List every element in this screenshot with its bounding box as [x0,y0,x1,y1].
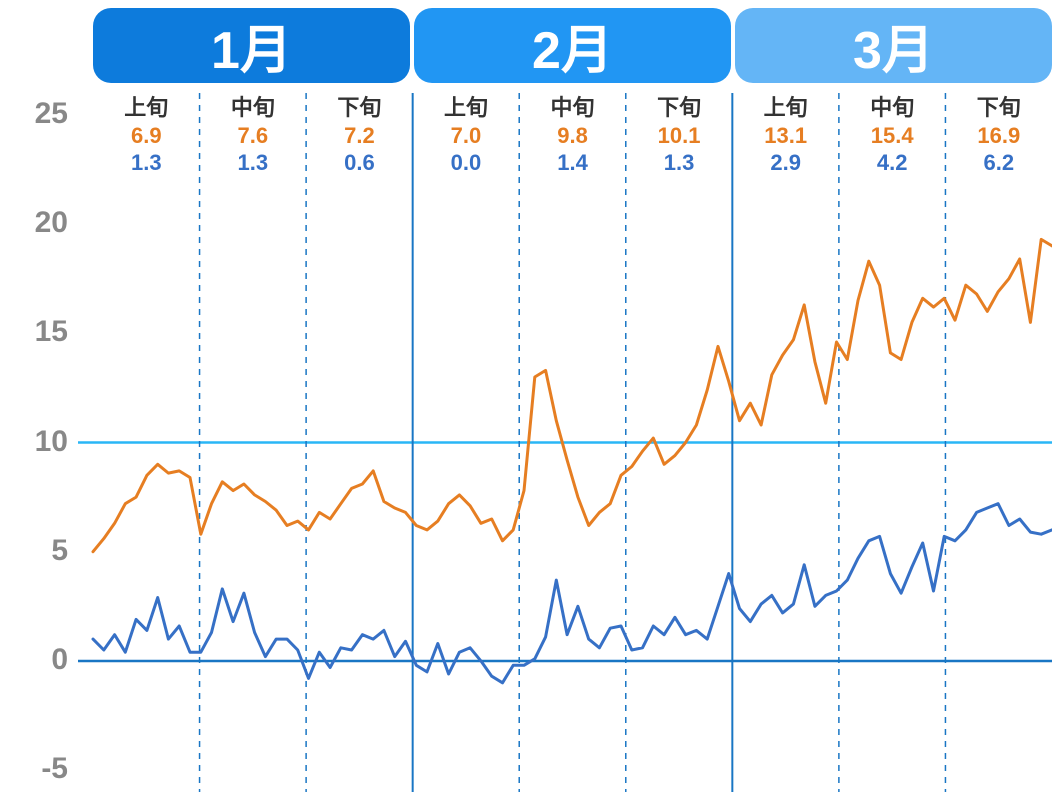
chart-plot-area [78,93,1052,792]
month-tab: 3月 [735,8,1052,83]
month-tabs: 1月 2月 3月 [93,8,1052,83]
y-axis-tick-label: 15 [8,315,68,349]
month-label: 2月 [532,8,613,83]
y-axis-tick-label: 20 [8,206,68,240]
month-tab: 2月 [414,8,731,83]
high-temperature-line [93,239,1052,551]
low-temperature-line [93,504,1052,683]
month-label: 3月 [853,8,934,83]
y-axis-tick-label: 10 [8,425,68,459]
temperature-chart: 1月2月3月 上旬6.91.3中旬7.61.3下旬7.20.6上旬7.00.0中… [8,8,1052,792]
y-axis-tick-label: 0 [8,643,68,677]
y-axis-tick-label: 25 [8,97,68,131]
month-tab: 1月 [93,8,410,83]
y-axis-tick-label: -5 [8,752,68,786]
month-label: 1月 [211,8,292,83]
y-axis-tick-label: 5 [8,534,68,568]
